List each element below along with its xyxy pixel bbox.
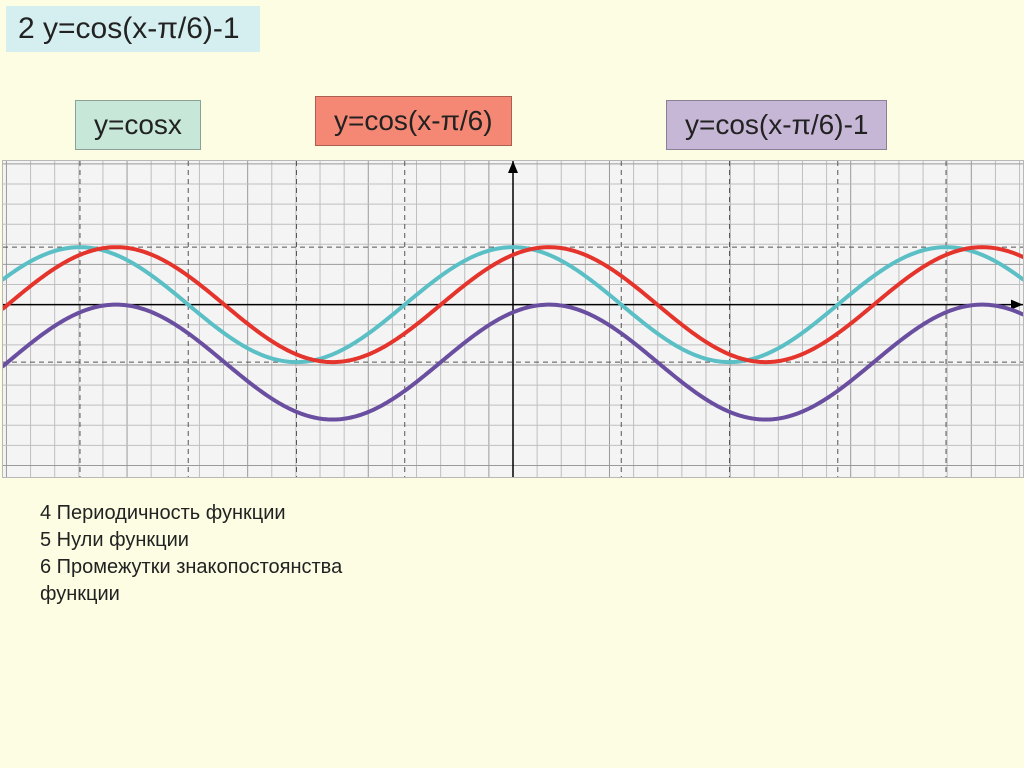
footer-line: 4 Периодичность функции — [40, 500, 342, 527]
page-container: 2 y=cos(x-π/6)-1 y=cosx y=cos(x-π/6) y=cos… — [0, 0, 1024, 768]
legend-item-1: y=cos(x-π/6) — [315, 96, 512, 146]
legend-item-2: y=cos(x-π/6)-1 — [666, 100, 887, 150]
footer-line: 6 Промежутки знакопостоянства — [40, 554, 342, 581]
cosine-chart — [3, 161, 1023, 477]
chart-area — [2, 160, 1024, 478]
footer-notes: 4 Периодичность функции5 Нули функции6 П… — [40, 500, 342, 608]
legend-item-0: y=cosx — [75, 100, 201, 150]
problem-title: 2 y=cos(x-π/6)-1 — [6, 6, 260, 52]
footer-line: функции — [40, 581, 342, 608]
footer-line: 5 Нули функции — [40, 527, 342, 554]
